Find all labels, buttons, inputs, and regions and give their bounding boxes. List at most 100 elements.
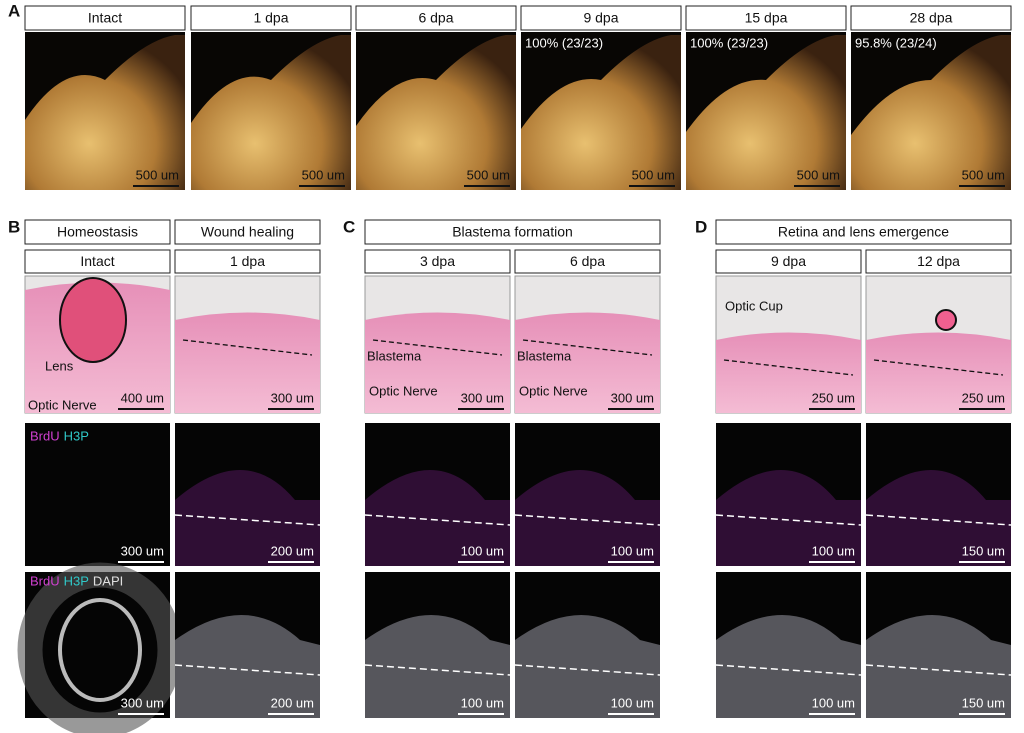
fluo-tissue	[716, 470, 861, 566]
panel-label: D	[695, 217, 707, 236]
header-text: Homeostasis	[57, 224, 138, 240]
header-text: 28 dpa	[910, 10, 953, 26]
he-tissue	[365, 312, 510, 413]
fluo-image	[25, 423, 170, 566]
merge-tissue	[175, 615, 320, 718]
he-annotation: Optic Cup	[725, 298, 783, 313]
amputation-line	[715, 664, 862, 676]
lens	[59, 277, 127, 363]
scale-bar-label: 300 um	[611, 390, 654, 405]
panel-label: B	[8, 217, 20, 236]
photo-note: 100% (23/23)	[690, 35, 768, 50]
scale-bar-label: 200 um	[271, 543, 314, 558]
header-box	[364, 219, 661, 245]
channel-label: H3P	[64, 573, 89, 588]
header-box	[174, 219, 321, 245]
merge-tissue	[515, 615, 660, 718]
scale-bar-label: 100 um	[812, 543, 855, 558]
header-box	[685, 5, 847, 31]
amputation-line	[715, 514, 862, 526]
header-text: Retina and lens emergence	[778, 224, 949, 240]
photo-note: 100% (23/23)	[525, 35, 603, 50]
fluo-tissue	[866, 470, 1011, 566]
header-box	[24, 219, 171, 245]
scale-bar-label: 500 um	[467, 167, 510, 182]
photo-tissue	[356, 35, 516, 190]
channel-label: DAPI	[93, 573, 123, 588]
scale-bar-label: 100 um	[461, 543, 504, 558]
he-tissue	[716, 332, 861, 413]
panel-label: C	[343, 217, 355, 236]
scale-bar-label: 150 um	[962, 695, 1005, 710]
header-text: 6 dpa	[570, 253, 605, 269]
scale-bar-label: 500 um	[797, 167, 840, 182]
photo-tissue	[851, 35, 1011, 190]
he-annotation: Blastema	[517, 348, 572, 363]
scale-bar-label: 300 um	[121, 543, 164, 558]
scale-bar-label: 400 um	[121, 390, 164, 405]
header-text: 15 dpa	[745, 10, 788, 26]
he-annotation: Optic Nerve	[519, 383, 588, 398]
amputation-line	[364, 664, 511, 676]
header-box	[190, 5, 352, 31]
scale-bar-label: 300 um	[271, 390, 314, 405]
scale-bar-label: 300 um	[121, 695, 164, 710]
header-text: 6 dpa	[418, 10, 453, 26]
scale-bar-label: 100 um	[461, 695, 504, 710]
amputation-line	[514, 514, 661, 526]
amputation-line	[865, 664, 1012, 676]
header-text: 9 dpa	[771, 253, 806, 269]
header-box	[715, 249, 862, 274]
scale-bar-label: 250 um	[812, 390, 855, 405]
he-tissue	[866, 332, 1011, 413]
photo-tissue	[25, 35, 185, 190]
he-annotation: Optic Nerve	[369, 383, 438, 398]
scale-bar-label: 500 um	[136, 167, 179, 182]
amputation-line	[182, 339, 313, 356]
header-box	[24, 5, 186, 31]
header-box	[715, 219, 1012, 245]
amputation-line	[372, 339, 503, 356]
scale-bar-label: 150 um	[962, 543, 1005, 558]
amputation-line	[723, 359, 854, 376]
photo-tissue	[521, 35, 681, 190]
channel-label: BrdU	[30, 573, 60, 588]
he-annotation: Blastema	[367, 348, 422, 363]
scale-bar-label: 250 um	[962, 390, 1005, 405]
amputation-line	[514, 664, 661, 676]
merge-tissue	[17, 562, 183, 733]
header-text: 1 dpa	[253, 10, 288, 26]
header-text: 3 dpa	[420, 253, 455, 269]
he-tissue	[515, 312, 660, 413]
amputation-line	[174, 514, 321, 526]
fluo-tissue	[515, 470, 660, 566]
merge-tissue	[716, 615, 861, 718]
header-text: Blastema formation	[452, 224, 573, 240]
header-text: 12 dpa	[917, 253, 960, 269]
header-text: 9 dpa	[583, 10, 618, 26]
channel-label: H3P	[64, 428, 89, 443]
channel-label: BrdU	[30, 428, 60, 443]
header-box	[865, 249, 1012, 274]
amputation-line	[865, 514, 1012, 526]
header-box	[850, 5, 1012, 31]
scale-bar-label: 100 um	[611, 695, 654, 710]
header-text: 1 dpa	[230, 253, 265, 269]
header-box	[364, 249, 511, 274]
fluo-tissue	[175, 470, 320, 566]
scale-bar-label: 500 um	[632, 167, 675, 182]
header-box	[24, 249, 171, 274]
header-box	[514, 249, 661, 274]
header-text: Intact	[88, 10, 122, 26]
merge-tissue	[866, 615, 1011, 718]
he-annotation: Optic Nerve	[28, 397, 97, 412]
photo-tissue	[686, 35, 846, 190]
scale-bar-label: 300 um	[461, 390, 504, 405]
header-box	[520, 5, 682, 31]
header-box	[174, 249, 321, 274]
panel-label: A	[8, 1, 20, 20]
he-tissue	[175, 312, 320, 413]
merge-lens	[58, 598, 142, 702]
amputation-line	[364, 514, 511, 526]
